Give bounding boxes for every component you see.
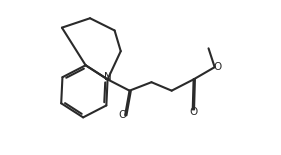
Text: O: O (190, 107, 198, 117)
Text: O: O (118, 110, 127, 120)
Text: N: N (104, 71, 112, 82)
Text: O: O (214, 62, 222, 72)
